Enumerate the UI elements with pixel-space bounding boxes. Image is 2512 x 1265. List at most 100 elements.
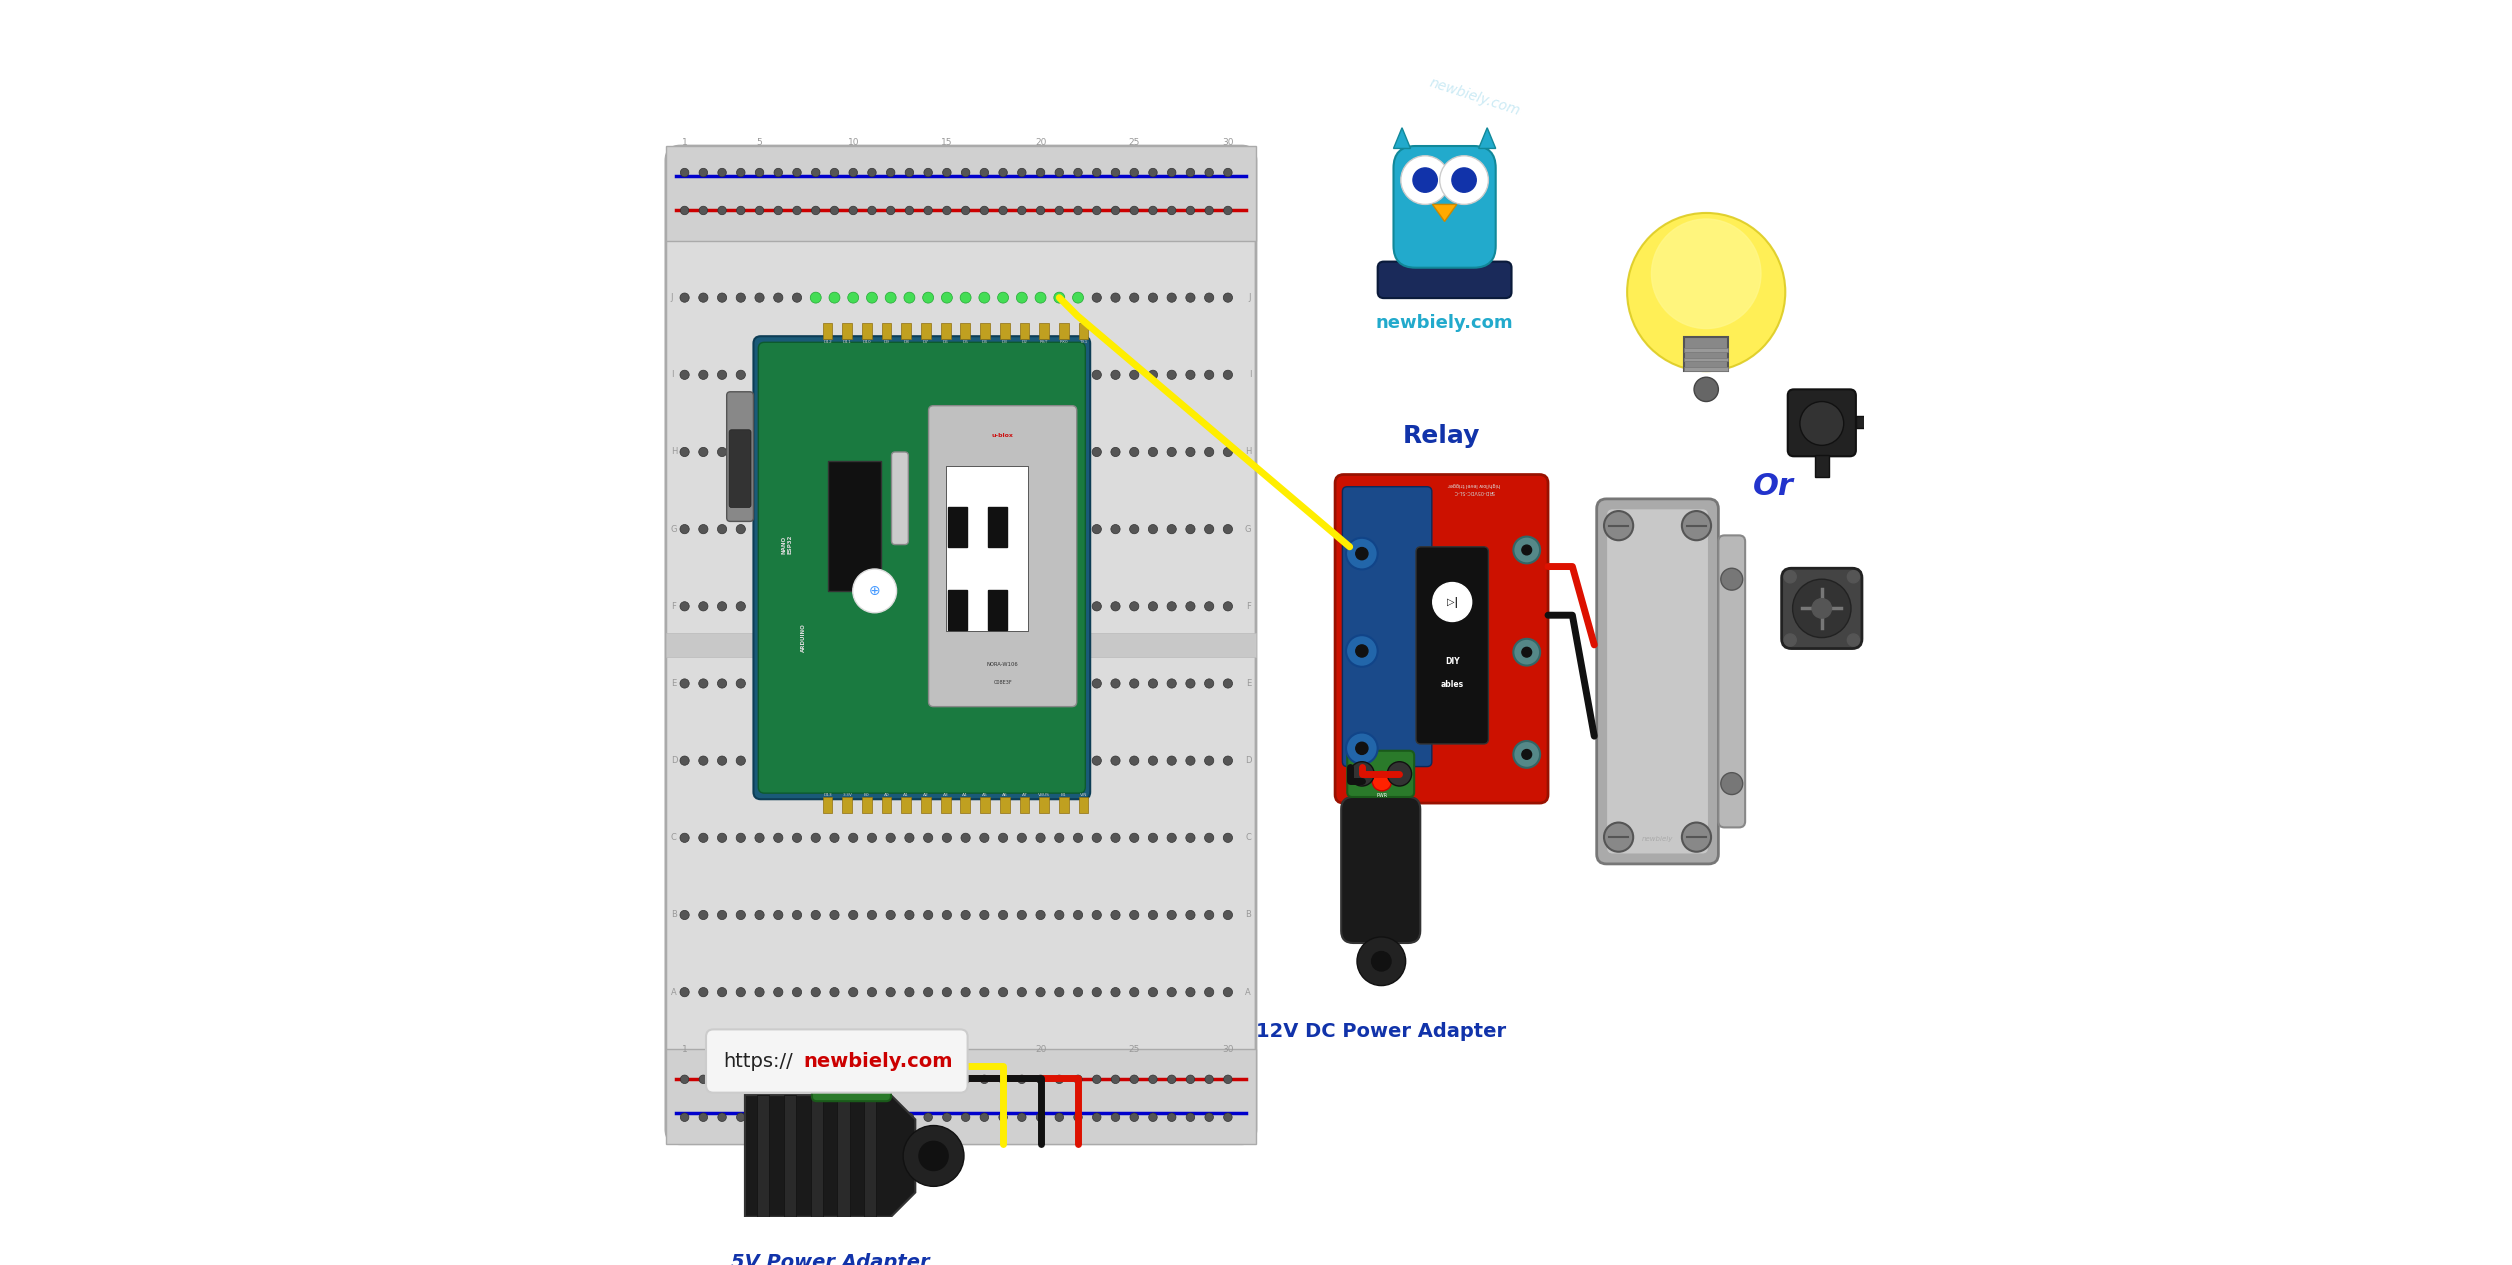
Circle shape xyxy=(1017,678,1027,689)
Circle shape xyxy=(924,168,932,177)
Circle shape xyxy=(942,168,952,177)
Circle shape xyxy=(847,678,859,689)
Text: H: H xyxy=(1246,448,1251,457)
Text: F: F xyxy=(671,602,676,611)
Circle shape xyxy=(698,988,708,997)
Circle shape xyxy=(1346,732,1377,764)
Text: E: E xyxy=(671,679,676,688)
Text: RST: RST xyxy=(1040,339,1048,344)
Bar xyxy=(922,797,932,812)
Text: D3: D3 xyxy=(1002,339,1007,344)
Bar xyxy=(1060,797,1068,812)
Circle shape xyxy=(1168,602,1176,611)
Circle shape xyxy=(962,911,970,920)
Circle shape xyxy=(924,911,932,920)
Circle shape xyxy=(1412,168,1437,192)
Bar xyxy=(1856,416,1879,429)
Bar xyxy=(942,323,950,339)
Circle shape xyxy=(1037,168,1045,177)
FancyBboxPatch shape xyxy=(1608,509,1708,854)
Circle shape xyxy=(980,369,990,381)
Circle shape xyxy=(847,601,859,612)
Circle shape xyxy=(1186,756,1196,765)
Circle shape xyxy=(736,448,746,457)
Bar xyxy=(1814,455,1829,477)
Circle shape xyxy=(980,988,990,997)
Circle shape xyxy=(811,168,819,177)
Circle shape xyxy=(997,678,1007,689)
Circle shape xyxy=(1168,756,1176,765)
Circle shape xyxy=(904,292,914,304)
Circle shape xyxy=(1130,1075,1138,1084)
Circle shape xyxy=(698,448,708,457)
Circle shape xyxy=(980,524,990,535)
Circle shape xyxy=(1035,292,1045,304)
Text: newbiely: newbiely xyxy=(1643,836,1673,842)
Text: C: C xyxy=(1246,834,1251,842)
FancyBboxPatch shape xyxy=(1346,750,1414,797)
Circle shape xyxy=(1522,648,1532,657)
Circle shape xyxy=(867,524,877,535)
Text: NANO
ESP32: NANO ESP32 xyxy=(781,535,791,554)
Circle shape xyxy=(924,988,932,997)
Text: A3: A3 xyxy=(942,793,950,797)
Circle shape xyxy=(1017,1113,1025,1122)
Circle shape xyxy=(791,911,801,920)
Circle shape xyxy=(1093,206,1100,215)
Circle shape xyxy=(1683,822,1711,851)
Circle shape xyxy=(756,168,764,177)
Bar xyxy=(1000,323,1010,339)
Bar xyxy=(902,323,912,339)
Circle shape xyxy=(1035,524,1045,535)
Circle shape xyxy=(774,911,784,920)
Bar xyxy=(1078,797,1088,812)
Circle shape xyxy=(829,1075,839,1084)
Circle shape xyxy=(736,293,746,302)
Circle shape xyxy=(859,1065,887,1092)
Circle shape xyxy=(1130,371,1138,380)
Text: G: G xyxy=(671,525,678,534)
Bar xyxy=(1040,323,1050,339)
FancyBboxPatch shape xyxy=(728,430,751,507)
Circle shape xyxy=(847,292,859,304)
Circle shape xyxy=(1206,448,1213,457)
Circle shape xyxy=(1512,536,1540,563)
Text: A7: A7 xyxy=(1022,793,1027,797)
Circle shape xyxy=(852,569,897,612)
Text: 20: 20 xyxy=(1035,138,1045,147)
Circle shape xyxy=(736,371,746,380)
Bar xyxy=(1020,323,1030,339)
Circle shape xyxy=(756,371,764,380)
Circle shape xyxy=(756,602,764,611)
Circle shape xyxy=(960,292,972,304)
Circle shape xyxy=(1693,377,1718,401)
Bar xyxy=(947,466,1027,631)
Text: SRD-05VDC-SL-C: SRD-05VDC-SL-C xyxy=(1452,490,1495,495)
Bar xyxy=(980,323,990,339)
Circle shape xyxy=(774,448,784,457)
Circle shape xyxy=(942,524,952,535)
Circle shape xyxy=(756,1075,764,1084)
Circle shape xyxy=(1035,911,1045,920)
Circle shape xyxy=(884,524,897,535)
Circle shape xyxy=(1055,369,1065,381)
Circle shape xyxy=(774,293,784,302)
Circle shape xyxy=(698,525,708,534)
Circle shape xyxy=(904,1113,914,1122)
Text: newbiely.com: newbiely.com xyxy=(1427,76,1522,119)
Circle shape xyxy=(681,1113,688,1122)
Circle shape xyxy=(811,601,821,612)
Circle shape xyxy=(1035,447,1045,458)
Circle shape xyxy=(867,1075,877,1084)
Text: A0: A0 xyxy=(884,793,889,797)
Circle shape xyxy=(1186,679,1196,688)
Text: NORA-W106: NORA-W106 xyxy=(987,662,1017,667)
Circle shape xyxy=(829,678,839,689)
Circle shape xyxy=(1110,988,1120,997)
Circle shape xyxy=(1439,156,1490,205)
Text: B0: B0 xyxy=(864,793,869,797)
Circle shape xyxy=(829,206,839,215)
Circle shape xyxy=(942,834,952,842)
Circle shape xyxy=(887,1075,894,1084)
Circle shape xyxy=(681,525,688,534)
